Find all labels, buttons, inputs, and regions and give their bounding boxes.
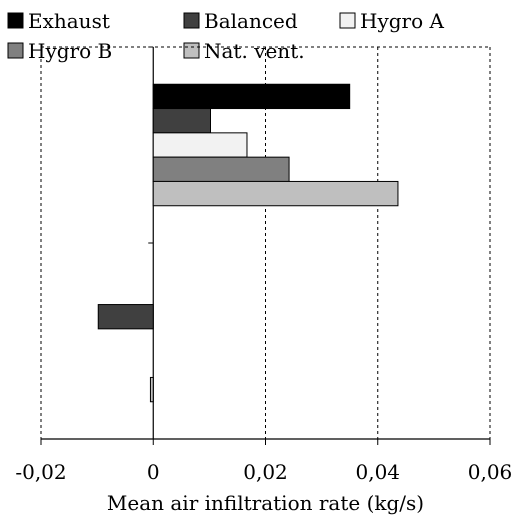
- legend-label: Nat. vent.: [204, 39, 305, 63]
- bar-balanced: [97, 304, 154, 330]
- bar-balanced: [152, 108, 211, 134]
- legend-item: Nat. vent.: [183, 39, 305, 63]
- legend: Exhaust Balanced Hygro A Hygro B Nat. vent.: [7, 9, 445, 63]
- legend-swatch: [183, 42, 200, 59]
- x-tick-label: 0,04: [355, 460, 400, 484]
- x-tick-label: 0: [147, 460, 160, 484]
- x-tick-label: 0,06: [468, 460, 513, 484]
- x-axis-title: Mean air infiltration rate (kg/s): [107, 491, 424, 515]
- plot-area: -0,02 0 0,02 0,04 0,06: [15, 46, 513, 484]
- legend-swatch: [183, 12, 200, 29]
- legend-swatch: [7, 42, 24, 59]
- legend-item: Exhaust: [7, 9, 110, 33]
- legend-label: Hygro A: [360, 9, 445, 33]
- bar-exhaust: [152, 83, 351, 110]
- x-tick-label: -0,02: [15, 460, 66, 484]
- legend-item: Hygro A: [339, 9, 445, 33]
- bar-nat-vent: [149, 376, 154, 403]
- bar-hygro-a: [152, 132, 248, 158]
- legend-label: Balanced: [204, 9, 298, 33]
- x-tick-label: 0,02: [243, 460, 288, 484]
- bar-hygro-b: [152, 156, 290, 182]
- legend-label: Exhaust: [28, 9, 110, 33]
- legend-label: Hygro B: [28, 39, 112, 63]
- legend-item: Balanced: [183, 9, 298, 33]
- legend-item: Hygro B: [7, 39, 112, 63]
- legend-swatch: [339, 12, 356, 29]
- legend-swatch: [7, 12, 24, 29]
- bar-nat-vent: [152, 180, 399, 207]
